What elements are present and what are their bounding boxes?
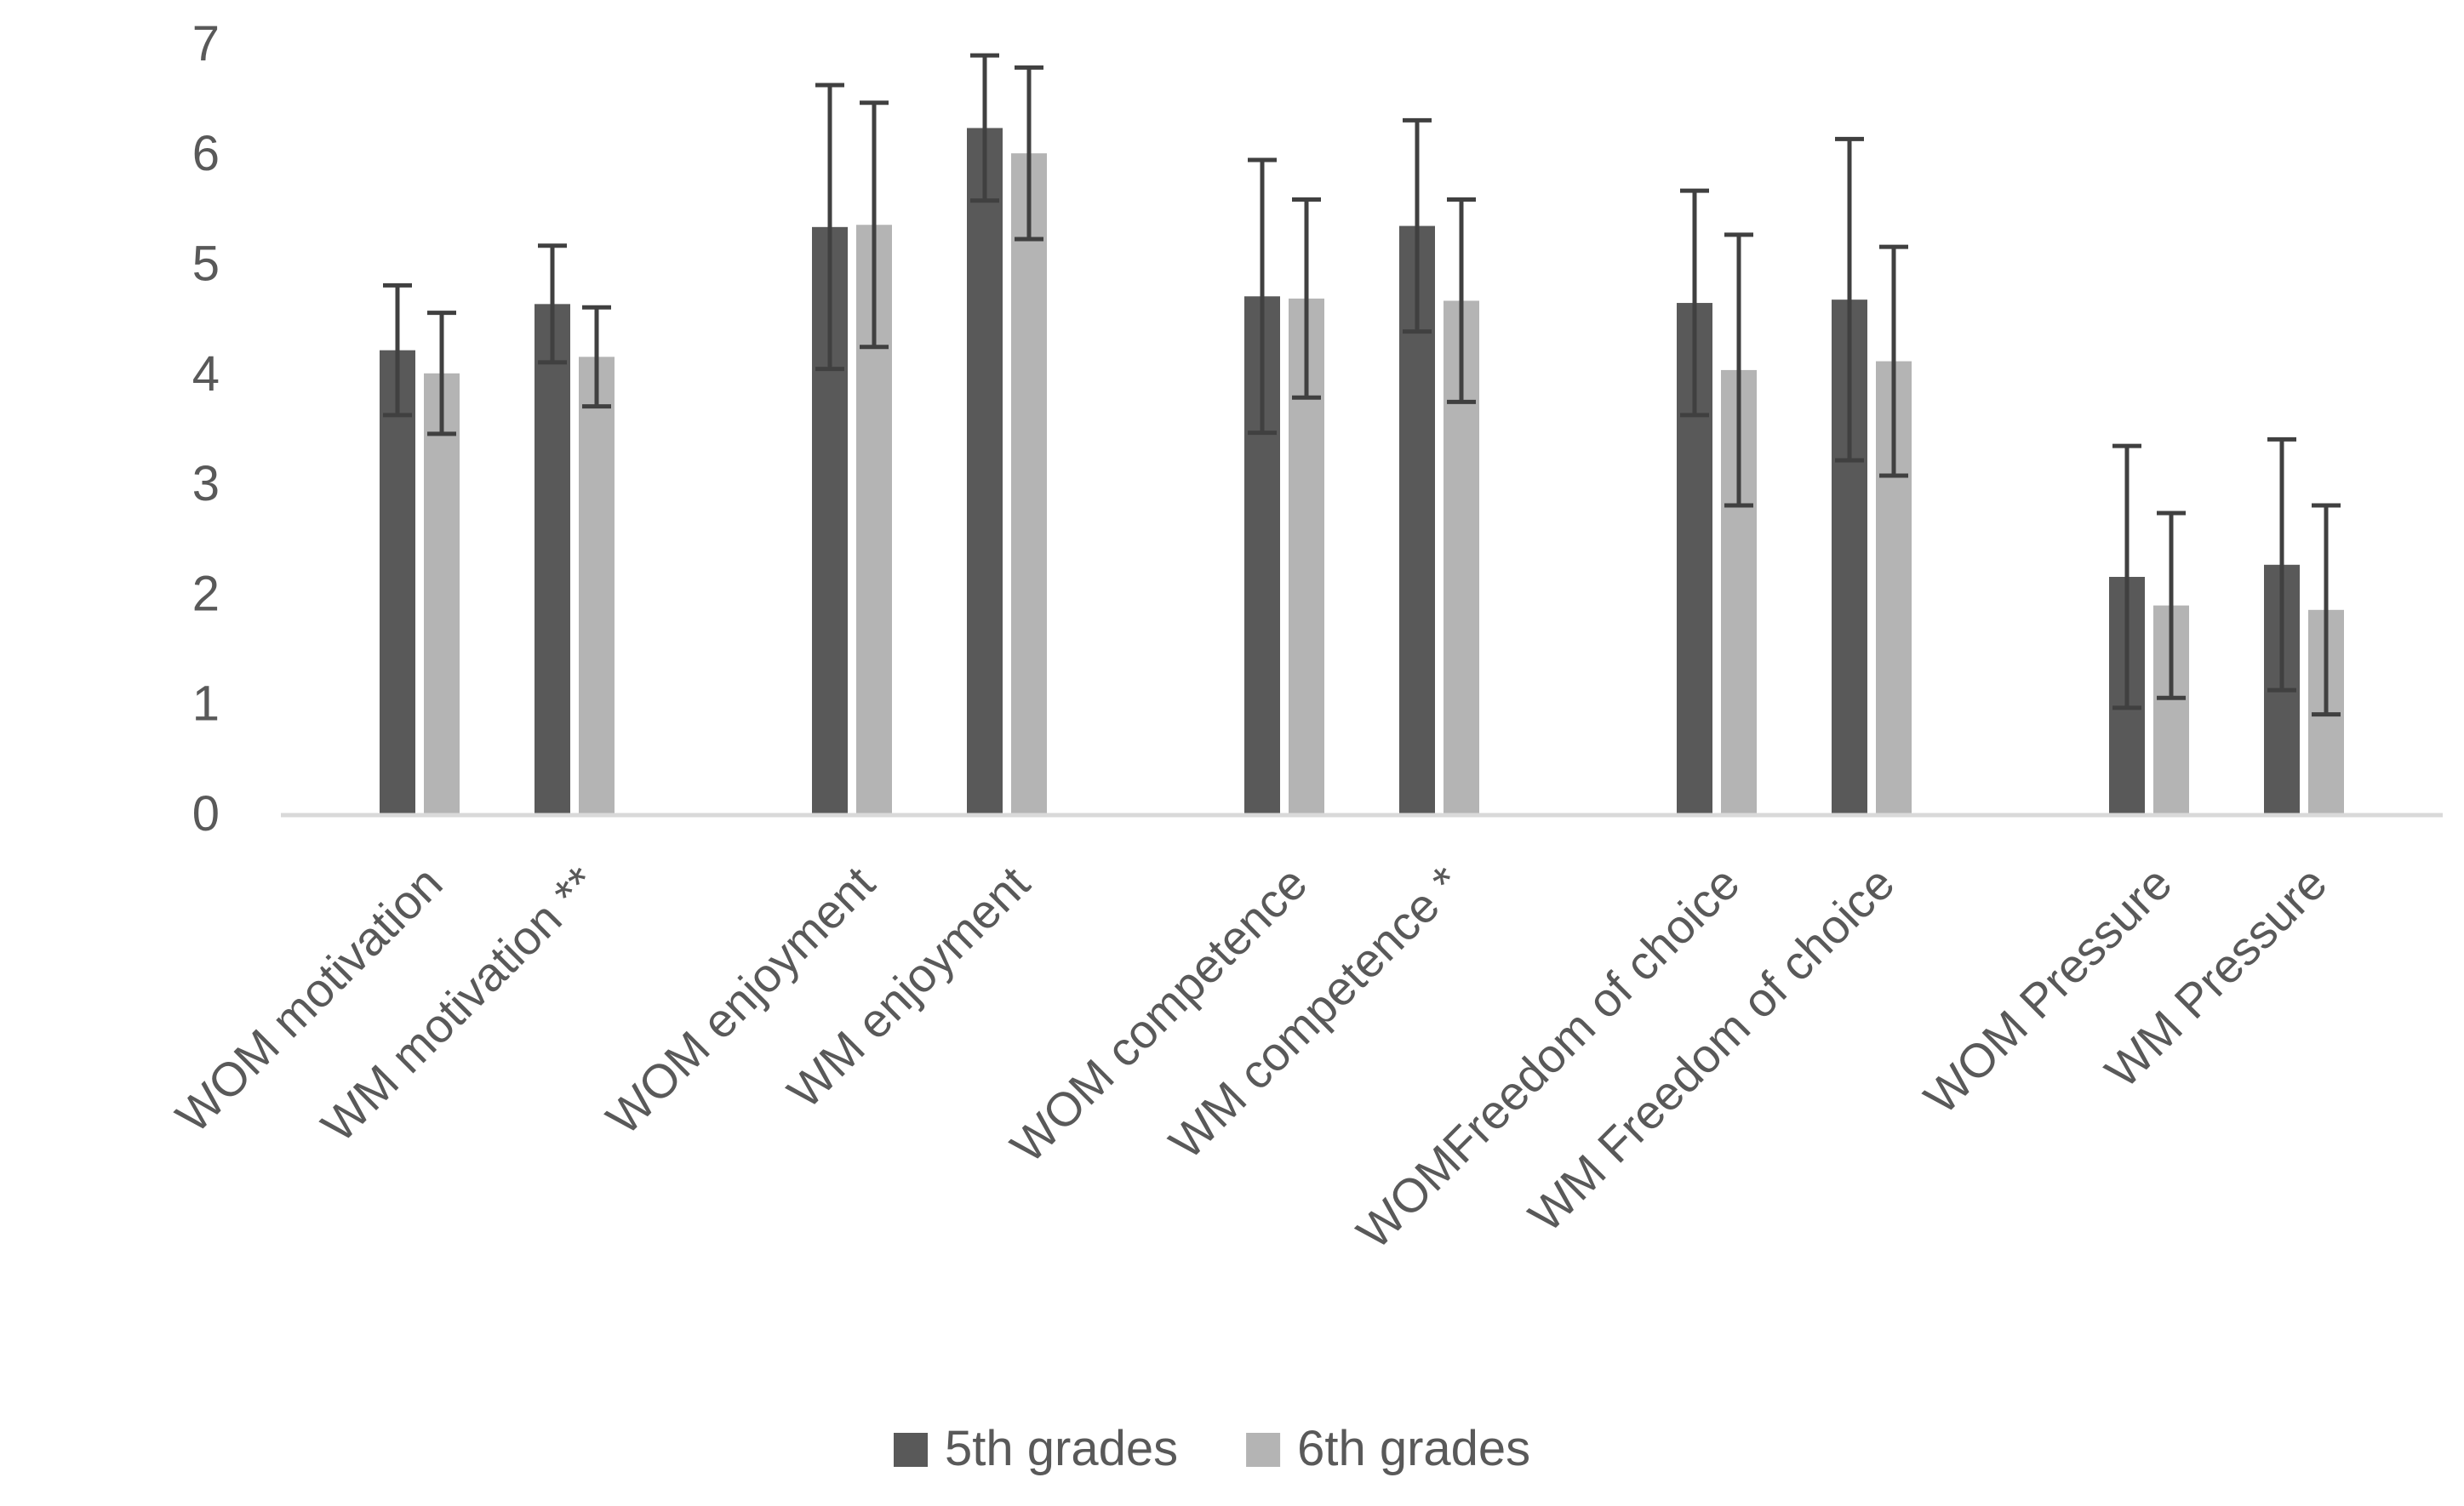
y-tick-label: 1 <box>192 676 220 732</box>
y-axis: 0 1 2 3 4 5 6 7 <box>192 16 220 841</box>
bar <box>535 304 570 813</box>
x-tick-label: WM motivation ** <box>311 856 607 1152</box>
y-tick-label: 0 <box>192 786 220 841</box>
legend-label: 6th grades <box>1297 1421 1530 1476</box>
x-tick-label: WM competence * <box>1158 856 1472 1169</box>
y-tick-label: 5 <box>192 237 220 292</box>
bar <box>579 357 615 813</box>
x-tick-label: WOM motivation <box>165 856 452 1143</box>
bar <box>380 350 415 814</box>
bar <box>967 128 1003 813</box>
legend-swatch <box>1246 1433 1281 1467</box>
legend: 5th grades 6th grades <box>894 1421 1530 1476</box>
legend-swatch <box>894 1433 928 1467</box>
y-tick-label: 7 <box>192 16 220 71</box>
y-tick-label: 3 <box>192 456 220 511</box>
x-tick-label: WOM enjoyment <box>596 856 885 1145</box>
error-bars <box>383 53 2341 717</box>
y-tick-label: 4 <box>192 346 220 402</box>
bar <box>1011 153 1047 813</box>
bars <box>380 128 2344 814</box>
x-tick-label: WOM competence <box>1000 856 1317 1172</box>
bar <box>424 373 460 813</box>
y-tick-label: 2 <box>192 566 220 621</box>
legend-label: 5th grades <box>945 1421 1178 1476</box>
y-tick-label: 6 <box>192 126 220 181</box>
